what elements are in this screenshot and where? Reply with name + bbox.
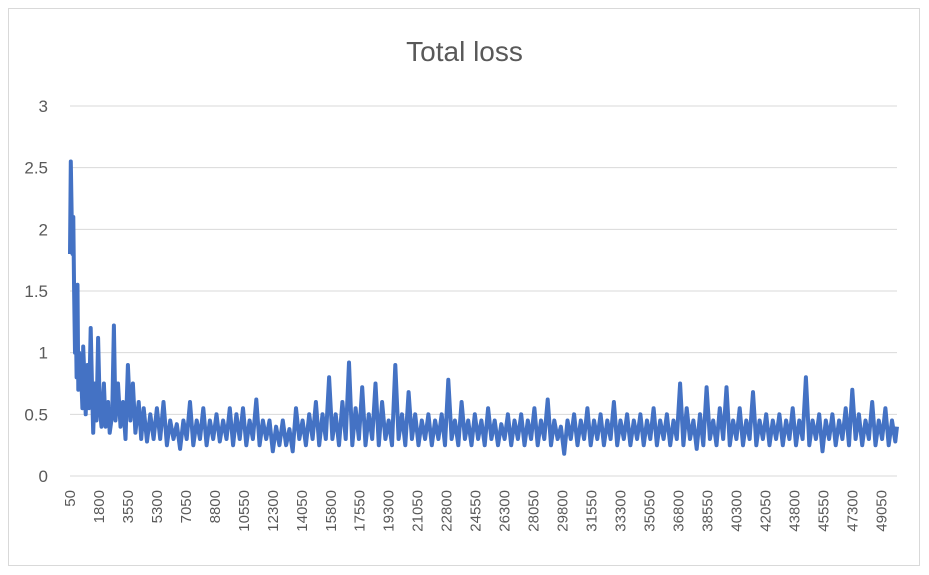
- y-tick-label: 3: [39, 97, 48, 116]
- series-group: [68, 159, 899, 456]
- x-tick-label: 21050: [410, 490, 427, 532]
- chart-frame: [8, 8, 920, 566]
- x-tick-label: 35050: [641, 490, 658, 532]
- gridlines: [70, 105, 897, 477]
- y-tick-label: 2.5: [24, 159, 48, 178]
- x-axis-tick-labels: 50 1800 3550 5300 7050 8800 10550 12300 14050 158…: [62, 490, 890, 532]
- x-tick-label: 40300: [728, 490, 745, 532]
- x-tick-label: 33300: [613, 490, 630, 532]
- x-tick-label: 5300: [149, 490, 166, 523]
- y-tick-label: 1: [39, 344, 48, 363]
- x-tick-label: 50: [62, 490, 79, 507]
- y-axis-tick-labels: 0 0.5 1 1.5 2 2.5 3: [24, 97, 48, 486]
- y-tick-label: 2: [39, 220, 48, 239]
- x-tick-label: 47300: [844, 490, 861, 532]
- x-tick-label: 29800: [555, 490, 572, 532]
- chart-title: Total loss: [406, 36, 523, 67]
- x-tick-label: 17550: [352, 490, 369, 532]
- x-tick-label: 31550: [584, 490, 601, 532]
- x-tick-label: 10550: [236, 490, 253, 532]
- x-tick-label: 28050: [526, 490, 543, 532]
- x-tick-label: 26300: [497, 490, 514, 532]
- x-tick-label: 24550: [468, 490, 485, 532]
- x-tick-label: 22800: [439, 490, 456, 532]
- x-tick-label: 12300: [265, 490, 282, 532]
- x-tick-label: 14050: [294, 490, 311, 532]
- x-tick-label: 7050: [178, 490, 195, 523]
- y-tick-label: 0: [39, 467, 48, 486]
- x-tick-label: 19300: [381, 490, 398, 532]
- y-tick-label: 0.5: [24, 405, 48, 424]
- x-tick-label: 45550: [815, 490, 832, 532]
- x-tick-label: 3550: [120, 490, 137, 523]
- x-tick-label: 1800: [91, 490, 108, 523]
- x-tick-label: 38550: [699, 490, 716, 532]
- x-tick-label: 36800: [670, 490, 687, 532]
- x-tick-label: 49050: [873, 490, 890, 532]
- series-line-total-loss: [68, 159, 899, 456]
- x-tick-label: 43800: [786, 490, 803, 532]
- x-tick-label: 8800: [207, 490, 224, 523]
- x-tick-label: 42050: [757, 490, 774, 532]
- x-tick-label: 15800: [323, 490, 340, 532]
- y-tick-label: 1.5: [24, 282, 48, 301]
